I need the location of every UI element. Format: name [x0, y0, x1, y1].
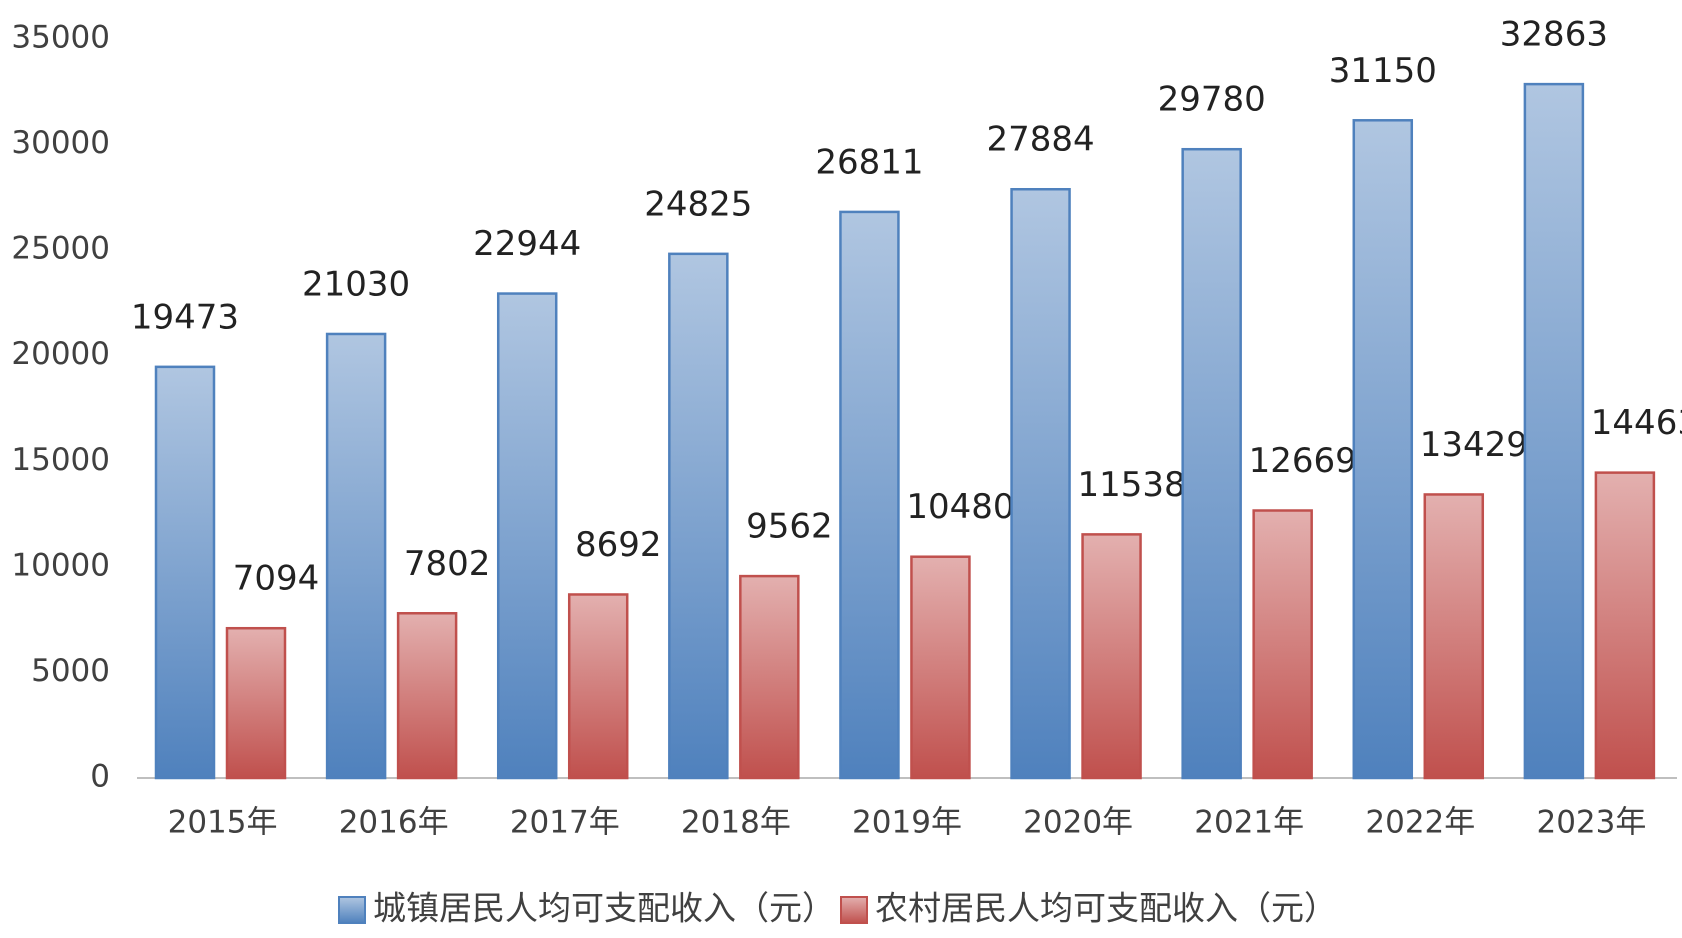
bar: [154, 365, 216, 780]
bar: [1523, 82, 1585, 780]
data-label: 11538: [1077, 465, 1185, 505]
data-label: 12669: [1249, 441, 1357, 481]
y-tick-label: 10000: [11, 547, 110, 583]
y-tick-label: 0: [90, 759, 110, 795]
bar: [567, 593, 629, 780]
y-tick-label: 30000: [11, 125, 110, 161]
data-label: 9562: [746, 507, 833, 547]
x-tick-label: 2023年: [1536, 805, 1646, 841]
bar: [396, 612, 458, 780]
bar: [1181, 147, 1242, 780]
x-tick-label: 2015年: [168, 805, 278, 841]
x-tick-label: 2020年: [1023, 805, 1133, 841]
y-tick-label: 35000: [11, 20, 110, 56]
x-tick-label: 2018年: [681, 805, 791, 841]
x-tick-label: 2019年: [852, 805, 962, 841]
bar: [1252, 509, 1313, 780]
bar: [225, 626, 287, 780]
x-tick-label: 2017年: [510, 805, 620, 841]
bar: [1423, 493, 1485, 780]
y-tick-label: 20000: [11, 336, 110, 372]
y-tick-label: 15000: [11, 442, 110, 478]
bar: [325, 332, 387, 780]
legend-swatch: [338, 896, 366, 924]
data-label: 24825: [644, 184, 752, 224]
data-label: 13429: [1420, 425, 1528, 465]
bar: [910, 555, 971, 780]
bar: [1352, 119, 1414, 780]
y-tick-label: 25000: [11, 231, 110, 267]
legend-swatch: [840, 896, 868, 924]
x-tick-label: 2016年: [339, 805, 449, 841]
y-tick-label: 5000: [31, 653, 110, 689]
data-label: 31150: [1329, 51, 1437, 91]
data-label: 32863: [1500, 15, 1608, 55]
x-tick-label: 2021年: [1194, 805, 1304, 841]
data-label: 8692: [575, 525, 662, 565]
bar: [1594, 471, 1656, 780]
bar: [739, 574, 800, 780]
data-label: 7094: [233, 559, 320, 599]
bar: [1010, 187, 1071, 780]
bar: [496, 292, 558, 780]
legend-label: 农村居民人均可支配收入（元）: [875, 889, 1337, 928]
data-label: 10480: [906, 487, 1014, 527]
data-label: 27884: [986, 120, 1094, 160]
data-label: 7802: [404, 544, 491, 584]
bar: [668, 252, 729, 780]
x-tick-label: 2022年: [1365, 805, 1475, 841]
legend-label: 城镇居民人均可支配收入（元）: [373, 889, 835, 928]
data-label: 14463: [1591, 403, 1682, 443]
data-label: 22944: [473, 224, 581, 264]
data-label: 26811: [815, 142, 923, 182]
data-label: 21030: [302, 264, 410, 304]
data-label: 19473: [131, 297, 239, 337]
bar: [839, 210, 900, 780]
data-label: 29780: [1158, 80, 1266, 120]
bar: [1081, 533, 1142, 780]
